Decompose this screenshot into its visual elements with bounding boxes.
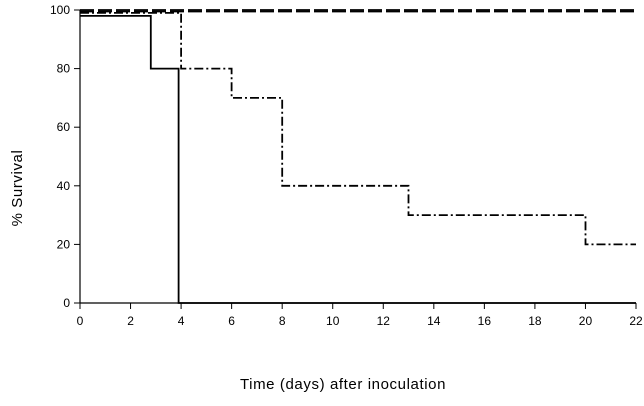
x-tick-label: 18 <box>528 314 542 328</box>
x-tick-label: 16 <box>478 314 492 328</box>
y-axis-label: % Survival <box>9 150 26 227</box>
x-tick-label: 0 <box>77 314 84 328</box>
y-tick-label: 20 <box>57 237 71 251</box>
y-axis-ticks: 0 20 40 60 80 100 <box>50 3 80 310</box>
y-tick-label: 40 <box>57 179 71 193</box>
x-tick-label: 8 <box>279 314 286 328</box>
chart-axes <box>79 10 636 304</box>
series-line-1 <box>80 14 636 304</box>
x-tick-label: 2 <box>127 314 134 328</box>
x-tick-label: 4 <box>178 314 185 328</box>
x-tick-label: 22 <box>629 314 643 328</box>
y-tick-label: 100 <box>50 3 70 17</box>
series-line-4 <box>80 11 636 246</box>
x-tick-label: 10 <box>326 314 340 328</box>
x-tick-label: 6 <box>228 314 235 328</box>
x-axis-ticks: 0 2 4 6 8 10 12 14 16 18 20 22 <box>77 303 643 328</box>
x-tick-label: 20 <box>579 314 593 328</box>
y-tick-label: 0 <box>63 296 70 310</box>
x-axis-label: Time (days) after inoculation <box>240 376 446 393</box>
x-tick-label: 14 <box>427 314 441 328</box>
y-tick-label: 80 <box>57 62 71 76</box>
y-tick-label: 60 <box>57 120 71 134</box>
x-tick-label: 12 <box>377 314 391 328</box>
series-lines <box>80 9 636 304</box>
